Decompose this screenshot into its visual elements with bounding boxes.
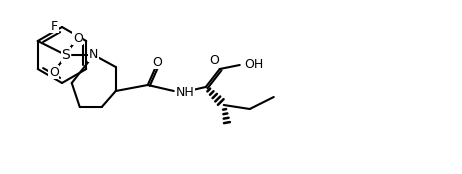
Text: O: O: [49, 65, 59, 78]
Text: O: O: [209, 54, 219, 68]
Text: OH: OH: [244, 57, 263, 70]
Text: O: O: [152, 56, 162, 69]
Text: N: N: [89, 49, 98, 61]
Text: S: S: [61, 48, 70, 62]
Text: NH: NH: [176, 85, 195, 98]
Text: O: O: [73, 31, 83, 45]
Text: F: F: [51, 19, 58, 33]
